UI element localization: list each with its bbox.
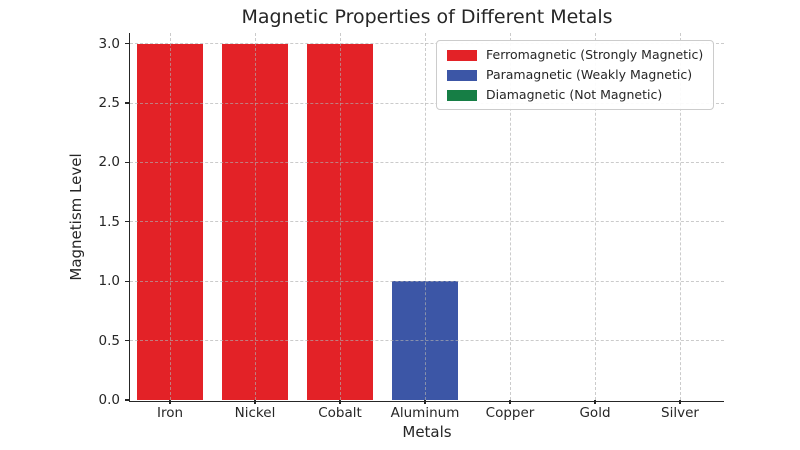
- x-tick-label: Gold: [579, 405, 611, 421]
- gridline-v: [169, 33, 171, 400]
- legend-label: Ferromagnetic (Strongly Magnetic): [486, 47, 704, 62]
- gridline-v: [254, 33, 256, 400]
- x-tick-mark: [509, 400, 511, 404]
- gridline-h: [130, 340, 724, 342]
- y-tick-mark: [124, 102, 129, 104]
- gridline-v: [339, 33, 341, 400]
- gridline-h: [130, 161, 724, 163]
- x-tick-label: Aluminum: [390, 405, 460, 421]
- chart-title: Magnetic Properties of Different Metals: [241, 6, 613, 28]
- legend-label: Paramagnetic (Weakly Magnetic): [486, 67, 693, 82]
- plot-area: [128, 33, 724, 402]
- y-tick-label: 2.0: [98, 154, 120, 171]
- x-tick-mark: [594, 400, 596, 404]
- gridline-v: [594, 33, 596, 400]
- y-tick-label: 3.0: [98, 35, 120, 52]
- x-tick-label: Copper: [485, 405, 535, 421]
- y-tick-label: 0.5: [98, 332, 120, 349]
- x-tick-mark: [339, 400, 341, 404]
- legend-item: Ferromagnetic (Strongly Magnetic): [447, 47, 703, 63]
- legend-item: Paramagnetic (Weakly Magnetic): [447, 67, 703, 83]
- gridline-v: [424, 33, 426, 400]
- x-tick-mark: [424, 400, 426, 404]
- gridline-v: [679, 33, 681, 400]
- x-tick-label: Iron: [156, 405, 184, 421]
- y-tick-mark: [124, 399, 129, 401]
- x-axis-label: Metals: [402, 423, 452, 441]
- y-tick-mark: [124, 280, 129, 282]
- y-tick-mark: [124, 161, 129, 164]
- y-tick-label: 1.5: [98, 213, 120, 230]
- y-tick-label: 2.5: [98, 95, 120, 112]
- y-tick-mark: [124, 340, 129, 342]
- y-tick-label: 0.0: [98, 392, 120, 408]
- x-tick-label: Nickel: [234, 405, 276, 421]
- gridline-h: [130, 102, 724, 104]
- x-tick-mark: [169, 400, 171, 404]
- legend-label: Diamagnetic (Not Magnetic): [486, 87, 663, 102]
- legend-swatch: [447, 89, 477, 101]
- y-tick-mark: [124, 221, 129, 223]
- gridline-h: [130, 221, 724, 223]
- gridline-h: [130, 43, 724, 45]
- y-tick-mark: [124, 43, 129, 45]
- x-tick-mark: [679, 400, 681, 404]
- gridline-v: [509, 33, 511, 400]
- gridline-h: [130, 280, 724, 282]
- y-tick-label: 1.0: [98, 273, 120, 290]
- legend-swatch: [447, 49, 477, 61]
- legend-item: Diamagnetic (Not Magnetic): [447, 87, 703, 103]
- legend-swatch: [447, 69, 477, 81]
- x-tick-label: Silver: [661, 405, 699, 421]
- x-tick-label: Cobalt: [318, 405, 362, 421]
- legend-box: Ferromagnetic (Strongly Magnetic) Paramag…: [436, 40, 715, 110]
- x-tick-mark: [254, 400, 256, 404]
